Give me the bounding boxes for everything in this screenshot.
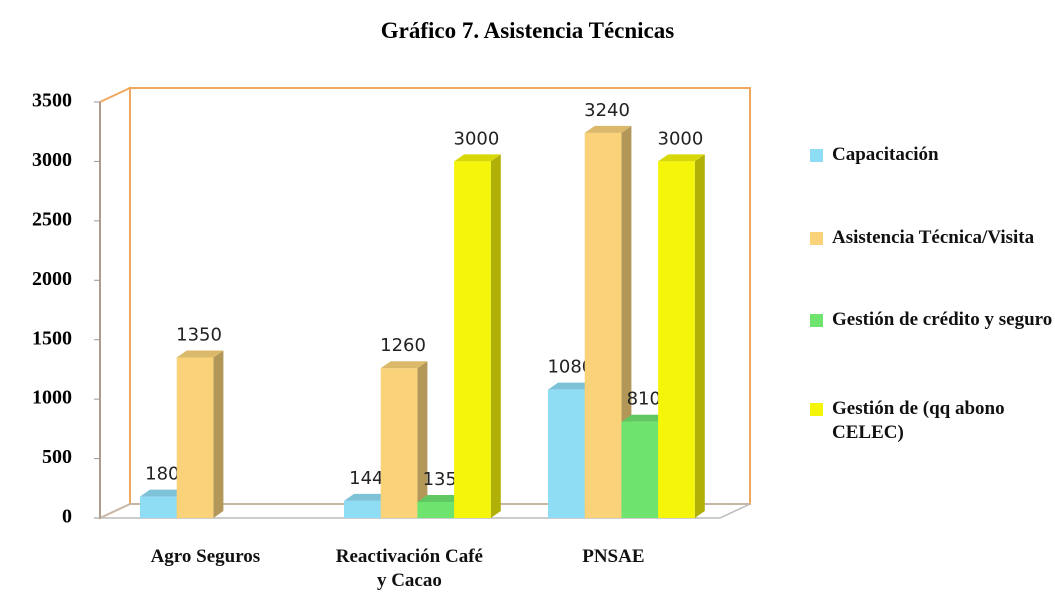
y-tick-label: 2500 [32, 208, 72, 230]
legend-item: Gestión de (qq abono CELEC) [810, 397, 1055, 445]
side-wall [99, 86, 131, 520]
data-label: 144 [349, 468, 383, 489]
legend-label: Gestión de (qq abono CELEC) [832, 398, 1005, 443]
bar-side [694, 154, 705, 518]
bar-side [213, 350, 224, 518]
bar-front [417, 501, 455, 518]
data-label: 180 [145, 464, 179, 485]
bar-front [548, 389, 585, 518]
y-tick-label: 3000 [32, 149, 72, 171]
bar-top [417, 494, 465, 502]
bar [584, 125, 632, 518]
bar-side [417, 361, 428, 518]
legend-label: Capacitación [832, 144, 939, 165]
bar-top [658, 154, 705, 162]
bar-front [454, 161, 491, 518]
bar-top [584, 125, 632, 133]
bar-front [140, 496, 177, 518]
bar-top [176, 350, 224, 358]
legend-label: Asistencia Técnica/Visita [832, 227, 1035, 248]
x-tick-label: PNSAE [582, 546, 645, 567]
bar-front [621, 421, 659, 518]
data-label: 1260 [380, 335, 426, 356]
y-tick-label: 500 [42, 446, 72, 468]
x-tick-label: Reactivación Café y Cacao [335, 546, 483, 591]
bar-top [548, 382, 595, 390]
bar-side [490, 154, 501, 518]
data-label: 3000 [658, 128, 704, 149]
legend-item: Gestión de crédito y seguro [810, 308, 1055, 332]
bar [380, 361, 428, 518]
legend-item: Asistencia Técnica/Visita [810, 226, 1055, 250]
bar-front [344, 500, 381, 518]
bar-front [380, 368, 418, 518]
legend-item: Capacitación [810, 143, 1055, 167]
bar-top [140, 489, 187, 497]
y-tick-label: 3500 [32, 90, 72, 112]
chart-title: Gráfico 7. Asistencia Técnicas [380, 18, 675, 43]
y-tick-label: 0 [62, 506, 72, 528]
bar-top [621, 414, 669, 422]
bar-front [176, 357, 214, 518]
legend-swatch [810, 149, 823, 162]
bar [454, 154, 501, 518]
data-label: 1080 [547, 357, 593, 378]
legend-swatch [810, 403, 823, 416]
data-label: 810 [627, 389, 661, 410]
bar-front [658, 161, 695, 518]
y-tick-label: 1500 [32, 327, 72, 349]
legend-swatch [810, 314, 823, 327]
bar-front [584, 132, 622, 518]
bar [658, 154, 705, 518]
bar-top [454, 154, 501, 162]
legend-swatch [810, 232, 823, 245]
data-label: 3000 [454, 128, 500, 149]
y-tick-label: 2000 [32, 268, 72, 290]
bar [176, 350, 224, 518]
y-tick-label: 1000 [32, 387, 72, 409]
floor [99, 503, 751, 519]
legend-label: Gestión de crédito y seguro [832, 309, 1053, 330]
x-tick-label: Agro Seguros [150, 546, 261, 567]
bar-top [344, 493, 391, 501]
data-label: 3240 [584, 100, 630, 121]
data-label: 1350 [176, 325, 222, 346]
bar-top [380, 361, 428, 369]
data-label: 135 [423, 469, 457, 490]
